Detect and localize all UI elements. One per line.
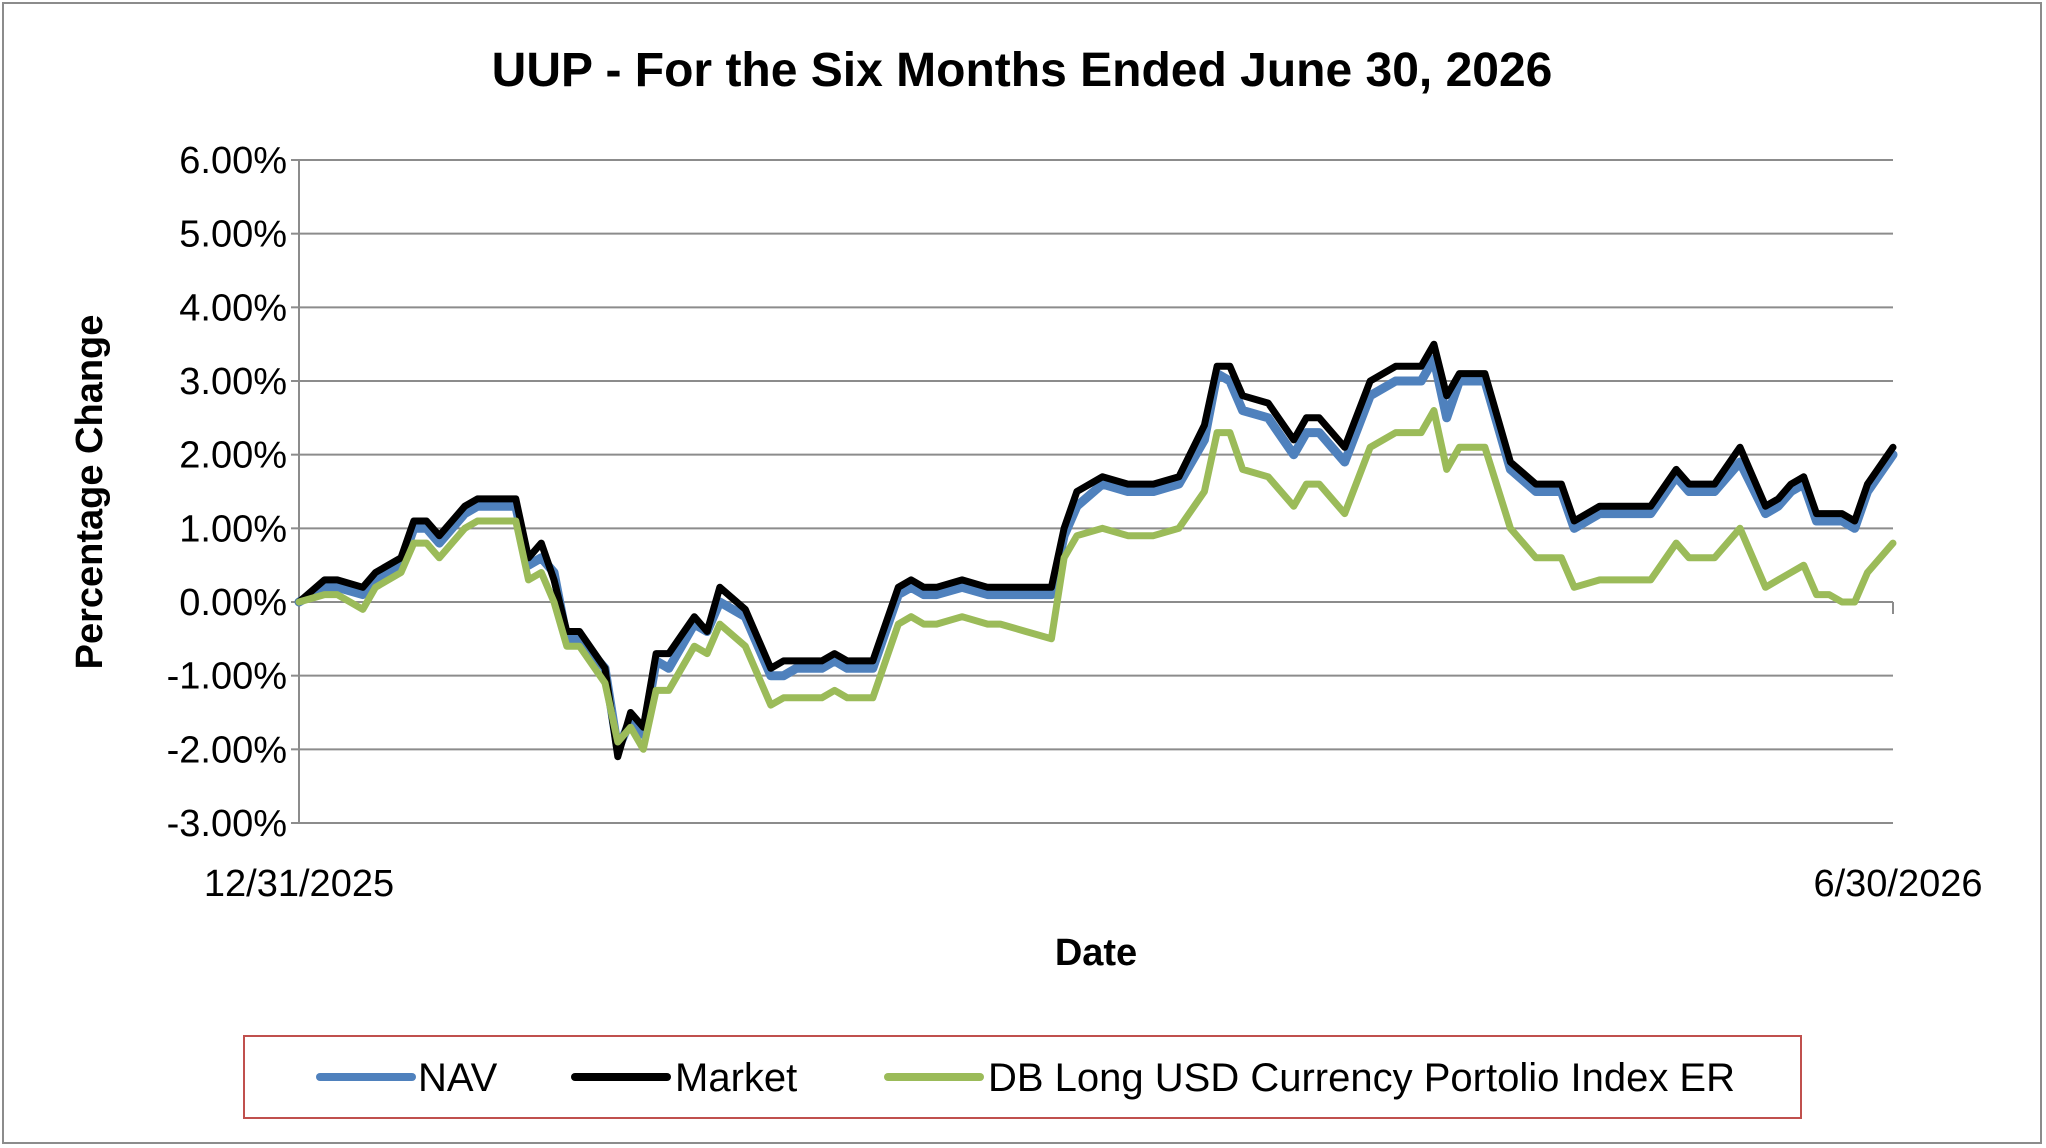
- axes: [298, 160, 1894, 823]
- series-lines: [294, 340, 1898, 761]
- y-tick-label: 1.00%: [179, 508, 287, 550]
- y-tick-label: -1.00%: [167, 656, 287, 698]
- y-tick-label: 4.00%: [179, 287, 287, 329]
- y-tick-label: 6.00%: [179, 140, 287, 182]
- y-tick-label: 3.00%: [179, 361, 287, 403]
- legend: NAV Market DB Long USD Currency Portolio I…: [243, 1035, 1802, 1119]
- x-tick-label: 12/31/2025: [204, 863, 394, 905]
- series-line-market: [295, 340, 1897, 761]
- y-tick-label: 2.00%: [179, 435, 287, 477]
- legend-label: NAV: [418, 1056, 498, 1100]
- y-axis-tick-labels: -3.00% -2.00% -1.00% 0.00% 1.00% 2.00% 3.00% 4.…: [167, 140, 287, 845]
- x-axis-tick-labels: 12/31/2025 6/30/2026: [204, 863, 1983, 905]
- y-tick-label: 5.00%: [179, 214, 287, 256]
- series-line-db-long-usd-currency-portolio-index-er: [295, 407, 1897, 753]
- y-tick-label: -3.00%: [167, 803, 287, 845]
- y-tick-label: -2.00%: [167, 729, 287, 771]
- y-axis-title: Percentage Change: [69, 315, 111, 670]
- y-tick-label: 0.00%: [179, 582, 287, 624]
- x-axis-title: Date: [1055, 932, 1137, 974]
- chart-title: UUP - For the Six Months Ended June 30, …: [492, 44, 1553, 97]
- legend-label: DB Long USD Currency Portolio Index ER: [988, 1056, 1735, 1100]
- x-tick-label: 6/30/2026: [1813, 863, 1982, 905]
- series-line-nav: [294, 354, 1898, 754]
- legend-box: [243, 1035, 1802, 1119]
- legend-label: Market: [675, 1056, 797, 1100]
